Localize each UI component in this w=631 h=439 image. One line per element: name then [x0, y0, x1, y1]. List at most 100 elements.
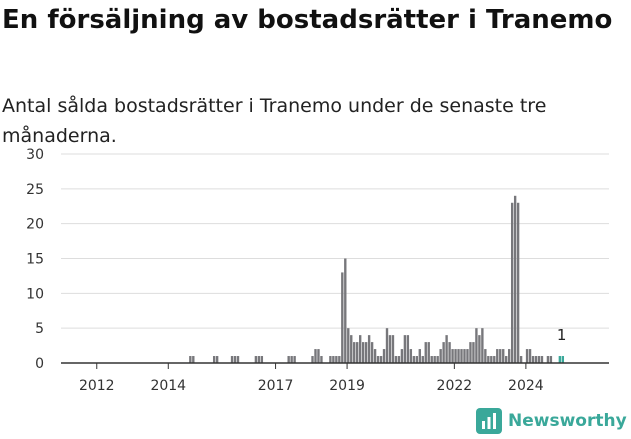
bar: [502, 349, 505, 363]
bar: [540, 356, 544, 363]
bar: [233, 356, 237, 363]
x-tick-label: 2014: [150, 378, 186, 394]
bar: [338, 356, 341, 363]
bar: [513, 195, 517, 363]
x-tick-label: 2017: [258, 378, 294, 394]
bar: [332, 356, 335, 363]
bar: [382, 349, 386, 363]
bar: [317, 349, 320, 363]
bar: [415, 356, 418, 363]
bar: [212, 356, 216, 363]
bar: [359, 335, 362, 363]
newsworthy-logo-icon: [476, 408, 502, 434]
bar: [353, 342, 356, 363]
bar: [499, 349, 502, 363]
bar: [478, 335, 481, 363]
bar: [329, 356, 332, 363]
bar: [451, 349, 454, 363]
brand-name: Newsworthy: [508, 411, 627, 431]
bar: [528, 349, 532, 363]
bars: [189, 195, 565, 363]
x-axis: 2012 2014 2017 2019 2022 2024: [61, 362, 609, 394]
bar: [421, 356, 424, 363]
bar: [364, 342, 368, 363]
bar: [236, 356, 240, 363]
bar: [335, 356, 338, 363]
bar: [457, 349, 460, 363]
annotations: 1: [557, 326, 567, 344]
bar: [430, 356, 433, 363]
bar: [469, 342, 472, 363]
bar: [293, 356, 296, 363]
bar: [475, 328, 478, 363]
bar: [361, 342, 365, 363]
bar: [508, 349, 511, 363]
bar: [424, 342, 427, 363]
bar: [320, 356, 323, 363]
bar: [400, 349, 404, 363]
bar: [549, 356, 553, 363]
bar: [314, 349, 317, 363]
y-tick-label: 30: [26, 147, 44, 163]
bar: [510, 202, 514, 363]
chart-subtitle: Antal sålda bostadsrätter i Tranemo unde…: [2, 95, 547, 147]
bar: [260, 356, 264, 363]
bar: [409, 349, 413, 363]
chart-title: En försäljning av bostadsrätter i Tranem…: [2, 5, 613, 35]
bar: [373, 349, 377, 363]
bar: [341, 272, 344, 363]
bar: [418, 349, 421, 363]
y-tick-label: 5: [35, 321, 44, 337]
bar: [445, 335, 448, 363]
bar: [448, 342, 451, 363]
bar: [391, 335, 395, 363]
x-tick-label: 2019: [329, 378, 365, 394]
bar: [344, 258, 347, 363]
bar: [454, 349, 457, 363]
gridlines: [61, 153, 609, 329]
bar: [460, 349, 463, 363]
bar: [370, 342, 374, 363]
y-tick-label: 15: [26, 252, 44, 268]
y-tick-label: 20: [26, 217, 44, 233]
bar: [487, 356, 490, 363]
bar: [558, 356, 562, 363]
bar: [519, 356, 523, 363]
x-tick-label: 2022: [437, 378, 473, 394]
x-tick-label: 2024: [508, 378, 544, 394]
bar: [537, 356, 541, 363]
bar: [367, 335, 371, 363]
bar: [376, 356, 380, 363]
bar: [254, 356, 258, 363]
bar: [516, 202, 520, 363]
bar: [546, 356, 550, 363]
bar: [496, 349, 499, 363]
data-label: 1: [557, 326, 567, 344]
bar: [490, 356, 493, 363]
y-tick-label: 25: [26, 182, 44, 198]
bar: [397, 356, 401, 363]
bar: [311, 356, 314, 363]
bar: [189, 356, 192, 363]
bar: [442, 342, 445, 363]
y-axis: 0 5 10 15 20 25 30: [26, 147, 44, 372]
bar: [525, 349, 529, 363]
x-tick-label: 2012: [79, 378, 115, 394]
bar: [505, 356, 508, 363]
bar: [287, 356, 290, 363]
bar: [290, 356, 293, 363]
bar: [385, 328, 389, 363]
bar: [394, 356, 398, 363]
bar: [472, 342, 475, 363]
bar: [561, 356, 565, 363]
bar: [257, 356, 261, 363]
bar: [436, 356, 439, 363]
bar: [230, 356, 234, 363]
bar: [481, 328, 484, 363]
y-tick-label: 10: [26, 286, 44, 302]
bar: [534, 356, 538, 363]
bar: [433, 356, 436, 363]
brand-logo: Newsworthy: [476, 408, 627, 434]
bar: [484, 349, 487, 363]
bar: [463, 349, 466, 363]
